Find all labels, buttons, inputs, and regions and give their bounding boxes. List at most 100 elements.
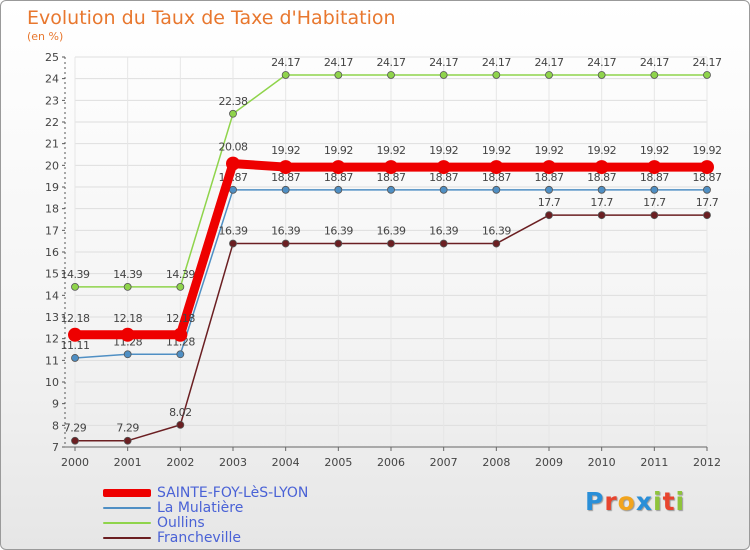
y-tick-label: 18 [45, 203, 59, 216]
data-point [120, 327, 135, 342]
legend-swatch [103, 488, 151, 497]
data-label: 16.39 [219, 225, 248, 238]
data-point [597, 211, 606, 220]
x-tick-label: 2006 [377, 456, 405, 469]
y-tick-label: 23 [45, 94, 59, 107]
data-point [281, 185, 290, 194]
legend-label: SAINTE-FOY-LèS-LYON [157, 484, 309, 501]
data-point [226, 156, 240, 171]
legend-item: Oullins [103, 515, 308, 531]
y-tick-label: 8 [52, 419, 59, 432]
data-point [176, 420, 185, 429]
data-point [123, 350, 132, 359]
data-label: 24.17 [271, 56, 300, 69]
data-point [387, 71, 395, 79]
data-label: 18.87 [271, 171, 300, 184]
data-point [68, 327, 82, 342]
y-tick-label: 25 [45, 51, 59, 64]
data-label: 16.39 [377, 225, 406, 238]
y-tick-label: 19 [45, 181, 59, 194]
legend: SAINTE-FOY-LèS-LYON La Mulatière Oullins Fr… [103, 484, 309, 546]
data-point [703, 71, 711, 79]
data-point [439, 185, 448, 194]
data-label: 19.92 [377, 144, 406, 157]
data-point [594, 160, 609, 175]
data-label: 18.87 [535, 171, 564, 184]
data-label: 7.29 [116, 422, 139, 435]
data-label: 24.17 [324, 56, 353, 69]
data-label: 7.29 [64, 422, 87, 435]
x-tick-label: 2008 [482, 456, 510, 469]
y-tick-label: 9 [52, 398, 59, 411]
data-label: 19.92 [587, 144, 616, 157]
data-label: 16.39 [324, 225, 353, 238]
legend-label: Francheville [157, 529, 241, 546]
data-label: 18.87 [640, 171, 669, 184]
data-point [123, 436, 132, 445]
data-point [597, 71, 606, 79]
x-tick-label: 2012 [693, 456, 721, 469]
y-tick-label: 16 [45, 246, 59, 259]
data-label: 19.92 [535, 144, 564, 157]
data-point [229, 109, 237, 118]
x-tick-label: 2002 [166, 456, 194, 469]
data-point [545, 71, 553, 79]
data-label: 24.17 [640, 56, 669, 69]
data-label: 19.92 [482, 144, 511, 157]
data-point [334, 185, 343, 194]
data-point [331, 160, 346, 175]
y-tick-label: 10 [45, 376, 59, 389]
data-point [489, 160, 504, 175]
data-label: 22.38 [219, 95, 248, 108]
series-francheville: 7.29 7.29 8.02 16.39 16.39 16.39 16.39 16.39 16.… [64, 196, 719, 445]
data-point [387, 185, 395, 194]
data-label: 18.87 [324, 171, 353, 184]
series-oullins: 14.39 14.39 14.39 22.38 24.17 24.17 24.17 24.17… [61, 56, 722, 291]
legend-swatch [103, 506, 151, 509]
y-tick-label: 21 [45, 138, 59, 151]
data-point [492, 239, 501, 248]
data-point [71, 436, 79, 445]
data-label: 19.92 [429, 144, 458, 157]
data-label: 18.87 [693, 171, 722, 184]
data-point [334, 71, 343, 79]
data-point [281, 71, 290, 79]
data-point [545, 211, 553, 220]
data-point [176, 282, 185, 291]
y-tick-label: 24 [45, 73, 59, 86]
data-label: 14.39 [166, 268, 195, 281]
x-tick-label: 2003 [219, 456, 247, 469]
data-label: 24.17 [693, 56, 722, 69]
data-point [492, 185, 501, 194]
x-tick-label: 2005 [324, 456, 352, 469]
y-tick-label: 14 [45, 289, 59, 302]
data-label: 17.7 [696, 196, 719, 209]
y-tick-label: 12 [45, 333, 59, 346]
data-point [439, 239, 448, 248]
data-label: 17.7 [643, 196, 666, 209]
data-label: 20.08 [219, 141, 248, 154]
x-tick-label: 2001 [114, 456, 142, 469]
data-point [650, 71, 659, 79]
data-point [176, 350, 185, 359]
data-point [650, 185, 659, 194]
data-point [436, 160, 451, 175]
data-point [229, 185, 237, 194]
x-tick-label: 2007 [430, 456, 458, 469]
proxiti-logo: Proxiti [585, 487, 686, 516]
legend-item: La Mulatière [103, 500, 308, 516]
data-label: 16.39 [271, 225, 300, 238]
data-point [597, 185, 606, 194]
x-tick-label: 2004 [272, 456, 300, 469]
data-label: 8.02 [169, 406, 192, 419]
data-label: 24.17 [377, 56, 406, 69]
legend-item: SAINTE-FOY-LèS-LYON [103, 484, 309, 501]
legend-swatch [103, 536, 151, 539]
data-point [334, 239, 343, 248]
x-tick-label: 2011 [640, 456, 668, 469]
data-point [71, 354, 79, 362]
series-la-mulati-re: 11.1111.2811.2818.8718.8718.8718.8718.87… [61, 171, 722, 362]
data-label: 12.18 [61, 312, 90, 325]
data-label: 18.87 [587, 171, 616, 184]
data-label: 19.92 [640, 144, 669, 157]
